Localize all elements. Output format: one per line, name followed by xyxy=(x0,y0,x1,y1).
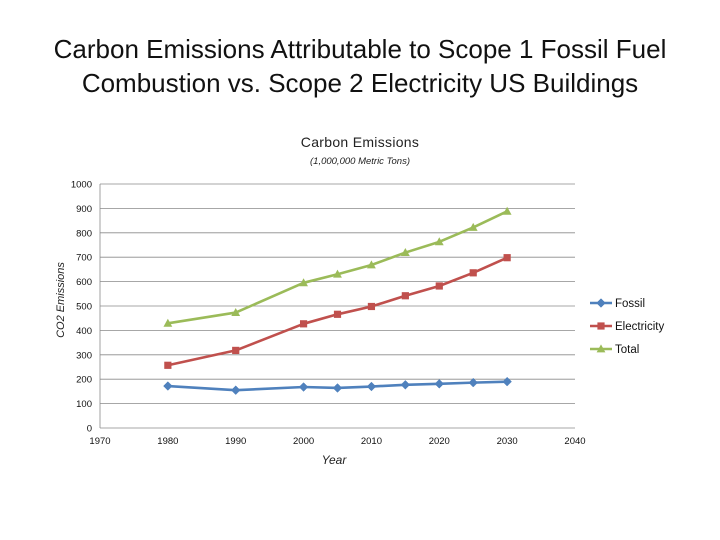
data-point-fossil xyxy=(332,383,343,393)
series-electricity xyxy=(164,254,511,369)
data-point-fossil xyxy=(400,380,411,390)
y-tick-label: 1000 xyxy=(71,180,92,191)
y-tick-label: 300 xyxy=(76,350,92,361)
data-point-electricity xyxy=(232,346,240,355)
y-tick-label: 600 xyxy=(76,277,92,288)
legend-item-fossil: Fossil xyxy=(590,298,645,310)
y-tick-label: 500 xyxy=(76,302,92,313)
x-tick-label: 2020 xyxy=(429,436,450,447)
legend-item-total: Total xyxy=(590,344,639,356)
legend-item-electricity: Electricity xyxy=(590,321,664,333)
y-axis-label: CO2 Emissions xyxy=(55,262,67,338)
data-point-fossil xyxy=(163,381,173,391)
data-point-electricity xyxy=(435,282,443,290)
data-point-total xyxy=(367,260,376,269)
series-fossil xyxy=(163,376,512,395)
x-tick-label: 2030 xyxy=(497,436,518,447)
x-tick-label: 2010 xyxy=(361,436,382,447)
legend-marker-electricity xyxy=(597,322,605,330)
slide-title-line-2: Combustion vs. Scope 2 Electricity US Bu… xyxy=(81,68,639,98)
legend-label-electricity: Electricity xyxy=(615,321,664,333)
data-point-total xyxy=(434,237,444,246)
legend-label-total: Total xyxy=(615,344,639,356)
series-line-total xyxy=(167,210,508,325)
data-point-total xyxy=(163,318,173,327)
y-tick-label: 700 xyxy=(76,253,92,264)
data-point-fossil xyxy=(502,376,512,387)
data-point-electricity xyxy=(164,361,172,369)
data-point-electricity xyxy=(469,269,477,277)
legend-label-fossil: Fossil xyxy=(615,298,645,310)
data-point-fossil xyxy=(434,379,445,389)
data-point-total xyxy=(299,278,308,287)
data-point-fossil xyxy=(366,381,377,392)
y-tick-label: 200 xyxy=(76,375,92,386)
y-tick-label: 400 xyxy=(76,326,92,337)
x-tick-label: 1980 xyxy=(157,436,178,447)
y-tick-label: 100 xyxy=(76,399,92,410)
y-tick-label: 800 xyxy=(76,228,92,239)
data-point-electricity xyxy=(299,320,308,328)
data-point-fossil xyxy=(298,382,309,392)
legend-marker-total xyxy=(596,344,606,353)
series-total xyxy=(163,206,512,327)
data-point-fossil xyxy=(468,377,478,388)
data-point-total xyxy=(400,247,410,256)
x-tick-label: 1970 xyxy=(89,436,110,447)
x-tick-label: 1990 xyxy=(225,436,246,447)
slide-title-line-1: Carbon Emissions Attributable to Scope 1… xyxy=(53,34,667,64)
y-tick-label: 900 xyxy=(76,204,92,215)
data-point-total xyxy=(502,206,512,215)
axes: 0 100 200 300 400 500 600 700 800 900 1000 1970 1980… xyxy=(71,180,586,448)
chart-subtitle: (1,000,000 Metric Tons) xyxy=(310,156,410,167)
series-group xyxy=(163,206,512,395)
data-point-total xyxy=(231,307,241,316)
slide-title: Carbon Emissions Attributable to Scope 1… xyxy=(0,32,720,100)
x-tick-label: 2040 xyxy=(564,436,585,447)
legend-marker-fossil xyxy=(596,298,606,308)
chart-title: Carbon Emissions xyxy=(300,134,420,150)
data-point-total xyxy=(333,269,342,278)
x-tick-label: 2000 xyxy=(293,436,314,447)
x-axis-label: Year xyxy=(322,453,348,467)
data-point-total xyxy=(468,222,478,231)
data-point-electricity xyxy=(333,310,342,318)
y-tick-label: 0 xyxy=(87,424,92,435)
legend: Fossil Electricity Total xyxy=(590,298,664,356)
data-point-electricity xyxy=(401,292,409,300)
data-point-electricity xyxy=(367,302,376,311)
data-point-electricity xyxy=(503,254,511,262)
data-point-fossil xyxy=(230,385,241,395)
gridlines xyxy=(100,183,575,405)
